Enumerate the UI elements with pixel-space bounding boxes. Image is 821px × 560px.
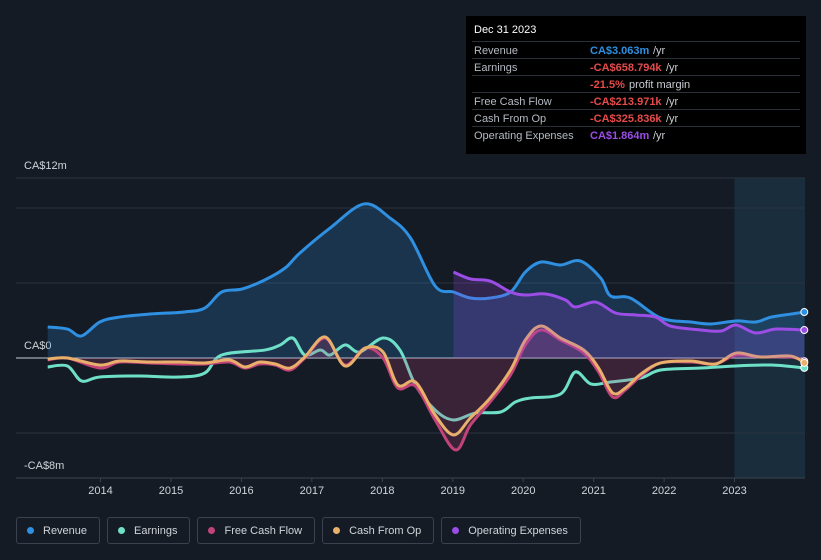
tooltip-value: -CA$658.794k: [590, 62, 662, 74]
series-line: [452, 270, 805, 335]
tooltip-value: -CA$213.971k: [590, 96, 662, 108]
tooltip-row: -21.5% profit margin: [472, 75, 800, 93]
area: [47, 203, 805, 358]
tooltip-value: CA$1.864m: [590, 130, 650, 142]
tooltip-label: Operating Expenses: [474, 130, 574, 142]
legend-label: Revenue: [43, 524, 88, 537]
tooltip: Dec 31 2023 Revenue CA$3.063m/yr Earnings -…: [466, 16, 806, 154]
chart: CA$12m CA$0 -CA$8m 2014 2015 2016 2017 2018 2019…: [16, 160, 809, 497]
x-tick-label: 2014: [88, 485, 112, 497]
tooltip-date: Dec 31 2023: [474, 24, 537, 36]
tooltip-unit: /yr: [653, 130, 666, 142]
x-tick-label: 2022: [652, 485, 676, 497]
legend-label: Cash From Op: [349, 524, 422, 537]
series-line: [47, 336, 805, 422]
tooltip-row: Earnings -CA$658.794k/yr: [472, 58, 800, 76]
tooltip-row: Cash From Op -CA$325.836k/yr: [472, 109, 800, 127]
legend-item[interactable]: Operating Expenses: [441, 517, 581, 544]
x-tick-label: 2023: [722, 485, 746, 497]
legend-label: Earnings: [134, 524, 178, 537]
tooltip-unit: /yr: [666, 62, 679, 74]
end-marker: [800, 308, 809, 317]
x-tick-label: 2018: [370, 485, 394, 497]
y-tick-label: CA$0: [24, 340, 52, 352]
y-tick-label: -CA$8m: [24, 460, 64, 472]
tooltip-unit: /yr: [666, 96, 679, 108]
x-tick-label: 2021: [581, 485, 605, 497]
legend-marker: [118, 527, 126, 534]
tooltip-value: -CA$325.836k: [590, 113, 662, 125]
x-tick-label: 2019: [441, 485, 465, 497]
end-marker: [800, 326, 809, 335]
legend-marker: [452, 527, 460, 534]
end-marker: [800, 358, 809, 367]
tooltip-unit: profit margin: [629, 79, 691, 91]
legend-marker: [208, 527, 216, 534]
tooltip-row: Revenue CA$3.063m/yr: [472, 41, 800, 59]
tooltip-unit: /yr: [666, 113, 679, 125]
series-line: [47, 324, 806, 437]
legend-label: Free Cash Flow: [224, 524, 303, 537]
legend-item[interactable]: Earnings: [107, 517, 191, 544]
x-tick-label: 2015: [159, 485, 183, 497]
tooltip-value: CA$3.063m: [590, 45, 650, 57]
legend-label: Operating Expenses: [468, 524, 568, 537]
tooltip-row: Free Cash Flow -CA$213.971k/yr: [472, 92, 800, 110]
tooltip-label: Free Cash Flow: [474, 96, 552, 108]
legend-marker: [333, 527, 341, 534]
legend: Revenue Earnings Free Cash Flow Cash From O…: [16, 517, 581, 544]
x-tick-label: 2020: [511, 485, 535, 497]
tooltip-row: Operating Expenses CA$1.864m/yr: [472, 126, 800, 144]
tooltip-value: -21.5%: [590, 79, 625, 91]
x-tick-label: 2017: [300, 485, 324, 497]
tooltip-label: Cash From Op: [474, 113, 547, 125]
series-line: [47, 202, 805, 338]
tooltip-unit: /yr: [653, 45, 666, 57]
tooltip-label: Revenue: [474, 45, 519, 57]
legend-item[interactable]: Free Cash Flow: [197, 517, 316, 544]
y-tick-label: CA$12m: [24, 160, 67, 172]
legend-item[interactable]: Cash From Op: [322, 517, 435, 544]
tooltip-label: Earnings: [474, 62, 518, 74]
legend-marker: [27, 527, 34, 534]
legend-item[interactable]: Revenue: [16, 517, 101, 544]
x-tick-label: 2016: [229, 485, 253, 497]
area: [47, 329, 805, 450]
